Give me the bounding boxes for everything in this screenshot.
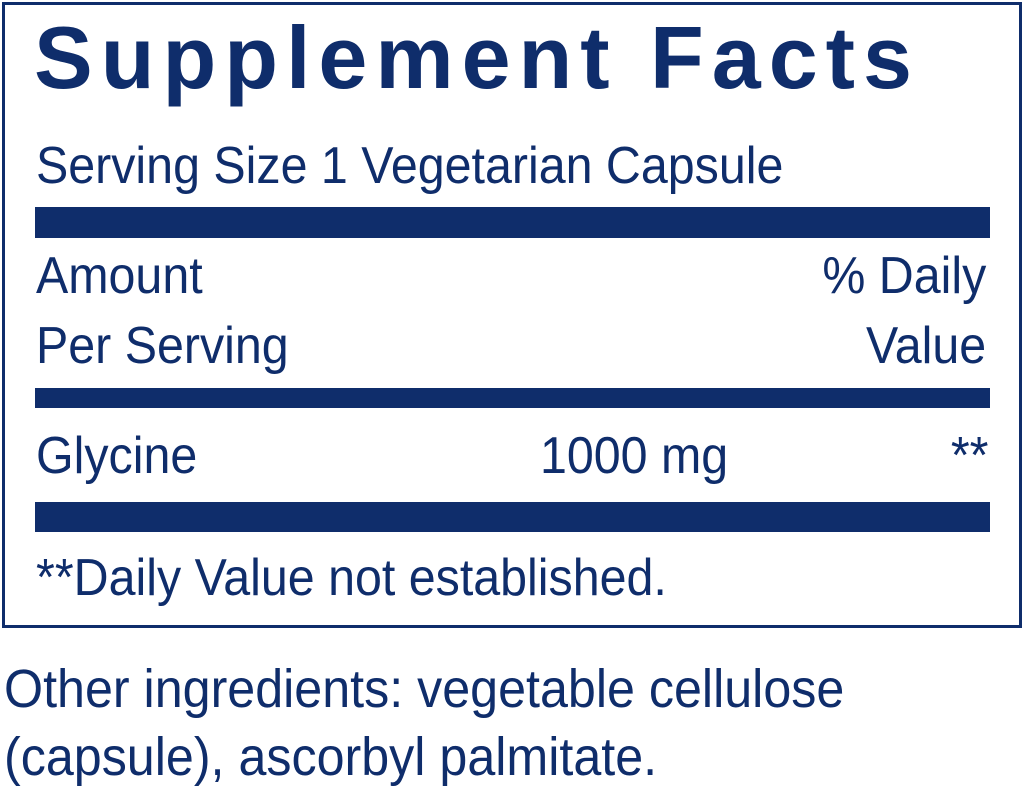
ingredient-dv: ** <box>950 427 988 485</box>
daily-value-label-2: Value <box>865 317 986 375</box>
divider-medium <box>35 388 990 408</box>
footnote: **Daily Value not established. <box>36 549 667 607</box>
other-ingredients-line-2: (capsule), ascorbyl palmitate. <box>4 727 658 787</box>
divider-thick <box>35 502 990 532</box>
amount-per-serving-label-1: Amount <box>36 247 203 305</box>
divider-thick <box>35 207 990 238</box>
ingredient-name: Glycine <box>36 427 198 485</box>
supplement-facts-panel <box>2 2 1022 628</box>
amount-per-serving-label-2: Per Serving <box>36 317 289 375</box>
panel-title: Supplement Facts <box>34 8 920 107</box>
other-ingredients-line-1: Other ingredients: vegetable cellulose <box>4 659 845 719</box>
daily-value-label-1: % Daily <box>822 247 986 305</box>
ingredient-amount: 1000 mg <box>540 427 729 485</box>
serving-size: Serving Size 1 Vegetarian Capsule <box>36 137 784 195</box>
